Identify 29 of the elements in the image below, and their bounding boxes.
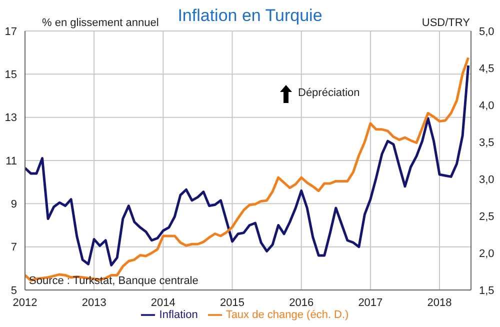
y2-tick-label: 2,0 xyxy=(479,248,494,260)
y-tick-label: 17 xyxy=(4,26,17,38)
y-tick-label: 15 xyxy=(4,69,17,82)
y2-tick-label: 3,0 xyxy=(479,174,494,186)
y-tick-label: 13 xyxy=(4,112,17,124)
y2-tick-label: 1,5 xyxy=(479,284,494,297)
x-tick-label: 2016 xyxy=(289,296,314,309)
x-tick-label: 2015 xyxy=(220,296,245,309)
y2-tick-label: 5,0 xyxy=(479,26,494,38)
x-tick-label: 2012 xyxy=(12,296,38,309)
y-tick-label: 11 xyxy=(6,155,17,168)
x-tick-label: 2018 xyxy=(427,296,452,309)
y-tick-label: 5 xyxy=(10,284,17,297)
x-tick-label: 2014 xyxy=(150,296,176,309)
y2-axis-title: USD/TRY xyxy=(422,17,470,29)
legend-label: Taux de change (éch. D.) xyxy=(226,308,349,321)
y-axis-title: % en glissement annuel xyxy=(42,17,159,29)
y2-tick-label: 4,0 xyxy=(479,100,494,112)
y2-tick-label: 2,5 xyxy=(479,210,494,223)
y-tick-label: 9 xyxy=(10,198,17,211)
chart-title: Inflation en Turquie xyxy=(178,6,322,25)
legend-label: Inflation xyxy=(159,308,198,321)
annotation: Source : Turkstat, Banque centrale xyxy=(29,275,198,287)
y2-tick-label: 3,5 xyxy=(479,136,494,149)
x-tick-label: 2013 xyxy=(82,296,106,309)
x-tick-label: 2017 xyxy=(358,296,383,309)
annotation: Dépréciation xyxy=(298,87,360,99)
y-tick-label: 7 xyxy=(10,242,17,254)
y2-tick-label: 4,5 xyxy=(479,62,494,75)
